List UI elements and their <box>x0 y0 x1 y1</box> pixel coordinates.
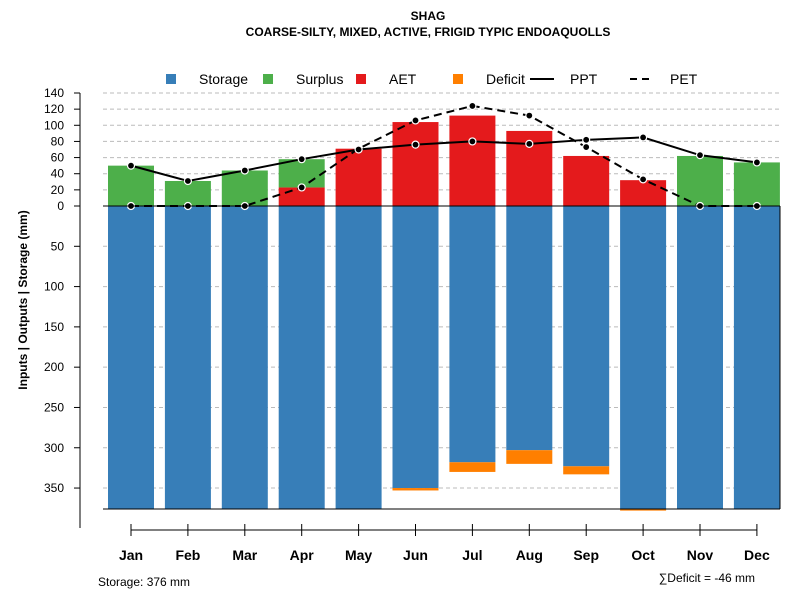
pet-point-jun <box>411 116 420 125</box>
x-tick-label-dec: Dec <box>744 547 770 563</box>
x-tick-label-mar: Mar <box>232 547 257 563</box>
aet-bar-oct <box>620 180 667 206</box>
legend-label-surplus: Surplus <box>296 71 343 87</box>
ppt-line <box>130 136 758 183</box>
legend-label-pet: PET <box>670 71 698 87</box>
ppt-point-oct <box>638 133 648 142</box>
legend-swatch-surplus <box>263 74 273 84</box>
x-tick-label-apr: Apr <box>290 547 315 563</box>
ppt-point-feb <box>183 176 192 186</box>
pet-point-apr <box>297 183 306 192</box>
ppt-point-jan <box>126 161 136 170</box>
ppt-point-sep <box>582 135 591 144</box>
legend-label-deficit: Deficit <box>486 71 525 87</box>
chart-subtitle: COARSE-SILTY, MIXED, ACTIVE, FRIGID TYPI… <box>246 25 611 39</box>
y-tick-label: 100 <box>44 280 64 294</box>
x-tick-label-jul: Jul <box>462 547 482 563</box>
y-tick-label: 20 <box>51 183 65 197</box>
storage-bar-nov <box>677 206 723 509</box>
y-tick-label: 300 <box>44 441 64 455</box>
x-tick-label-jun: Jun <box>403 547 428 563</box>
aet-bar-sep <box>563 155 610 206</box>
y-tick-label: 60 <box>51 151 65 165</box>
storage-bar-oct <box>620 206 667 509</box>
ppt-point-aug <box>525 139 534 148</box>
aet-bar-may <box>335 148 382 206</box>
y-tick-label: 200 <box>44 360 64 374</box>
aet-bar-jun <box>392 122 439 206</box>
storage-bar-jun <box>392 206 439 489</box>
x-tick-label-aug: Aug <box>516 547 543 563</box>
storage-bar-apr <box>278 206 325 509</box>
storage-bar-sep <box>563 206 610 467</box>
surplus-bar-nov <box>677 155 723 206</box>
x-tick-label-sep: Sep <box>573 547 599 563</box>
storage-bar-aug <box>506 206 553 451</box>
y-tick-label: 250 <box>44 400 64 414</box>
storage-bar-mar <box>221 206 268 509</box>
surplus-bar-jan <box>108 165 154 206</box>
x-tick-label-feb: Feb <box>175 547 200 563</box>
deficit-bar-aug <box>506 450 553 464</box>
storage-bar-dec <box>733 206 780 509</box>
x-tick-label-may: May <box>345 547 372 563</box>
y-tick-label: 80 <box>51 134 65 148</box>
y-tick-label: 150 <box>44 320 64 334</box>
surplus-bar-apr <box>278 159 325 188</box>
storage-bar-may <box>335 206 382 509</box>
legend-swatch-storage <box>166 74 176 84</box>
deficit-bar-jun <box>392 488 439 491</box>
x-tick-label-nov: Nov <box>687 547 714 563</box>
pet-point-sep <box>582 142 591 152</box>
ppt-point-jun <box>411 140 420 149</box>
chart-title: SHAG <box>411 9 446 23</box>
y-tick-label: 140 <box>44 86 64 100</box>
ppt-point-may <box>354 145 363 154</box>
deficit-bar-jul <box>449 462 496 472</box>
storage-bar-jul <box>449 206 496 463</box>
legend-label-aet: AET <box>389 71 417 87</box>
y-tick-label: 0 <box>57 199 64 213</box>
aet-bar-jul <box>449 115 496 206</box>
legend-label-storage: Storage <box>199 71 248 87</box>
pet-point-jul <box>468 101 477 111</box>
pet-point-aug <box>525 111 534 120</box>
y-tick-label: 100 <box>44 118 64 132</box>
surplus-bar-dec <box>733 162 780 206</box>
legend: Storage Surplus AET Deficit PPT PET <box>166 71 698 87</box>
deficit-bar-oct <box>620 509 667 511</box>
ppt-point-apr <box>297 155 306 164</box>
ppt-point-nov <box>695 151 705 160</box>
deficit-footnote: ∑Deficit = -46 mm <box>659 571 755 585</box>
deficit-bar-sep <box>563 466 610 475</box>
x-tick-label-oct: Oct <box>631 547 655 563</box>
surplus-bar-feb <box>164 180 211 206</box>
y-tick-label: 120 <box>44 102 64 116</box>
axes: 0 20 40 60 80 100 120 140 50 100 150 200 250 300 350 Ja… <box>44 86 781 563</box>
bars <box>108 115 780 511</box>
y-tick-label: 50 <box>51 239 65 253</box>
storage-footnote: Storage: 376 mm <box>98 575 190 589</box>
legend-label-ppt: PPT <box>570 71 598 87</box>
pet-point-oct <box>638 175 648 184</box>
ppt-point-jul <box>468 137 477 146</box>
ppt-point-mar <box>240 166 249 175</box>
storage-bar-jan <box>108 206 154 509</box>
x-tick-label-jan: Jan <box>119 547 143 563</box>
legend-swatch-deficit <box>453 74 463 84</box>
y-axis-label: Inputs | Outputs | Storage (mm) <box>16 210 30 389</box>
y-tick-label: 350 <box>44 481 64 495</box>
ppt-point-dec <box>752 158 762 167</box>
y-tick-label: 40 <box>51 167 65 181</box>
storage-bar-feb <box>164 206 211 509</box>
legend-swatch-aet <box>356 74 366 84</box>
